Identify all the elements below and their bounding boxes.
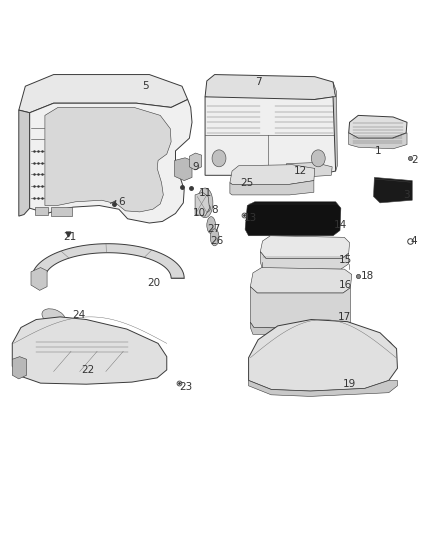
Polygon shape	[374, 177, 412, 203]
Circle shape	[375, 340, 394, 363]
Polygon shape	[205, 97, 336, 175]
Polygon shape	[349, 115, 407, 138]
Polygon shape	[245, 202, 341, 236]
Polygon shape	[260, 252, 349, 269]
Text: 18: 18	[361, 271, 374, 280]
Text: 21: 21	[64, 232, 77, 243]
Polygon shape	[31, 268, 47, 290]
Polygon shape	[349, 133, 407, 149]
Polygon shape	[51, 207, 72, 216]
Polygon shape	[19, 110, 30, 216]
Ellipse shape	[200, 204, 211, 213]
Polygon shape	[45, 108, 171, 212]
Text: 22: 22	[81, 365, 94, 375]
Polygon shape	[205, 75, 336, 100]
Ellipse shape	[197, 188, 213, 217]
Text: 8: 8	[212, 205, 218, 215]
Polygon shape	[30, 100, 192, 223]
Text: 15: 15	[339, 255, 352, 264]
Polygon shape	[332, 82, 337, 171]
Ellipse shape	[42, 309, 65, 325]
Text: 25: 25	[240, 177, 254, 188]
Text: 23: 23	[180, 382, 193, 392]
Circle shape	[14, 344, 34, 367]
Polygon shape	[12, 317, 167, 384]
Text: 16: 16	[339, 280, 352, 290]
Polygon shape	[12, 357, 27, 379]
Circle shape	[212, 150, 226, 167]
Polygon shape	[249, 319, 397, 391]
Ellipse shape	[207, 216, 215, 233]
Text: 13: 13	[244, 213, 258, 223]
Text: 2: 2	[412, 156, 418, 165]
Text: 1: 1	[374, 146, 381, 156]
Text: 24: 24	[72, 310, 85, 320]
Bar	[32, 136, 44, 203]
Text: 20: 20	[147, 278, 160, 288]
Text: 6: 6	[118, 197, 124, 207]
Polygon shape	[230, 165, 315, 184]
Bar	[208, 138, 330, 166]
Bar	[278, 300, 319, 312]
Polygon shape	[175, 158, 192, 181]
Text: 3: 3	[403, 190, 410, 200]
Polygon shape	[19, 75, 187, 113]
Polygon shape	[260, 236, 350, 259]
Circle shape	[311, 150, 325, 167]
Polygon shape	[251, 322, 350, 335]
Polygon shape	[195, 192, 209, 216]
Text: 5: 5	[142, 81, 148, 91]
Text: 7: 7	[255, 77, 261, 87]
Polygon shape	[32, 244, 184, 278]
Polygon shape	[249, 381, 397, 397]
Text: 14: 14	[333, 220, 346, 230]
Polygon shape	[35, 207, 48, 215]
Text: 12: 12	[294, 166, 307, 176]
Ellipse shape	[210, 229, 219, 246]
Text: 4: 4	[411, 236, 417, 246]
Polygon shape	[251, 287, 350, 329]
Polygon shape	[251, 268, 352, 293]
Text: 19: 19	[343, 379, 356, 389]
Text: 26: 26	[210, 236, 223, 246]
Text: 10: 10	[193, 208, 206, 219]
Text: 17: 17	[338, 312, 351, 322]
Bar	[261, 102, 274, 133]
Polygon shape	[285, 163, 332, 176]
Text: 27: 27	[207, 224, 220, 235]
Text: 11: 11	[198, 188, 212, 198]
Polygon shape	[189, 153, 201, 170]
Text: 9: 9	[193, 162, 199, 172]
Polygon shape	[230, 181, 314, 195]
